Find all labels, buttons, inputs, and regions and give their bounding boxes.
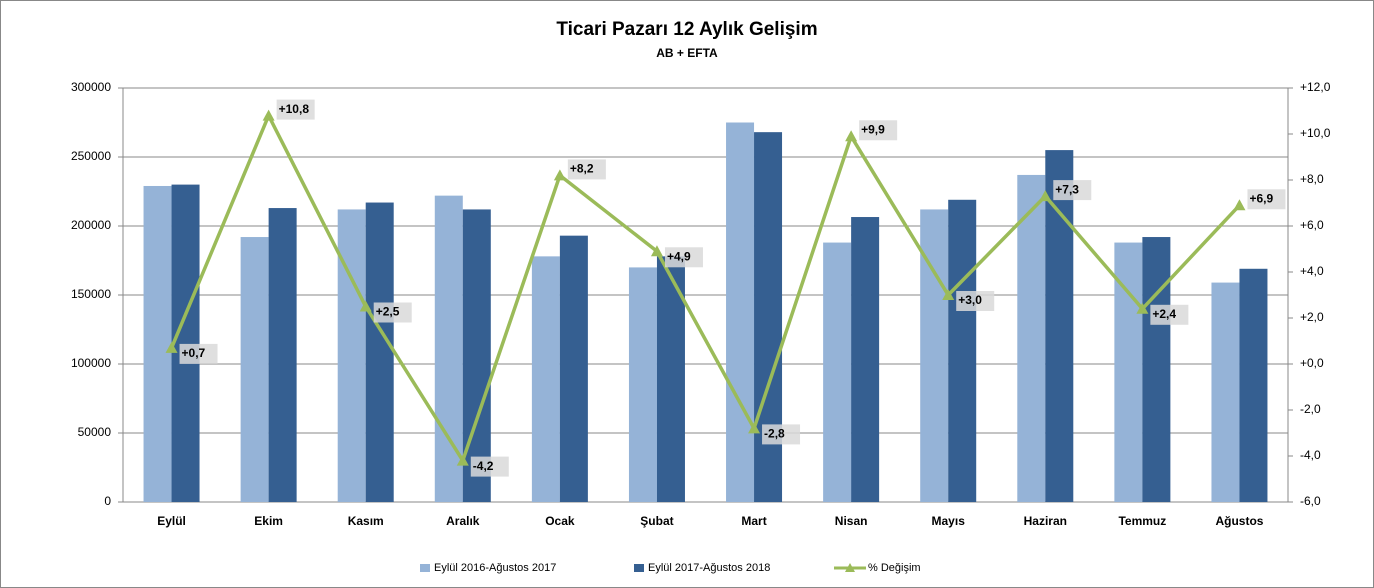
y2-tick-label: +10,0 bbox=[1300, 126, 1331, 140]
bar bbox=[143, 185, 172, 503]
marker bbox=[1039, 190, 1052, 202]
y2-tick-label: +0,0 bbox=[1300, 356, 1324, 370]
y-tick-label: 0 bbox=[104, 494, 111, 508]
marker bbox=[942, 289, 955, 300]
x-tick-label: Ekim bbox=[254, 514, 283, 528]
bar bbox=[1017, 174, 1046, 502]
data-label-box bbox=[567, 159, 606, 180]
data-label-box bbox=[956, 291, 995, 311]
legend-marker bbox=[845, 563, 855, 572]
y2-tick-label: +6,0 bbox=[1300, 218, 1324, 232]
data-label: +3,0 bbox=[958, 293, 982, 307]
x-tick-label: Ağustos bbox=[1215, 514, 1263, 528]
bar bbox=[240, 237, 269, 503]
y-tick-label: 250000 bbox=[71, 149, 111, 163]
x-tick-label: Mart bbox=[741, 514, 766, 528]
x-tick-label: Aralık bbox=[446, 514, 480, 528]
bar bbox=[1239, 268, 1268, 502]
bar bbox=[171, 184, 200, 502]
data-label-box bbox=[859, 120, 898, 141]
marker bbox=[845, 130, 858, 142]
bar bbox=[628, 267, 657, 502]
data-label: +4,9 bbox=[667, 249, 691, 263]
chart-title: Ticari Pazarı 12 Aylık Gelişim bbox=[556, 19, 817, 40]
marker bbox=[1233, 199, 1246, 211]
data-label-box bbox=[373, 302, 412, 323]
marker bbox=[262, 109, 275, 121]
bar bbox=[1211, 282, 1240, 502]
y2-tick-label: +2,0 bbox=[1300, 310, 1324, 324]
y-tick-label: 200000 bbox=[71, 218, 111, 232]
marker bbox=[1136, 302, 1149, 314]
y-tick-label: 150000 bbox=[71, 287, 111, 301]
data-label-box bbox=[1053, 180, 1092, 201]
x-tick-label: Temmuz bbox=[1118, 514, 1166, 528]
y-tick-label: 100000 bbox=[71, 356, 111, 370]
data-label: -2,8 bbox=[764, 427, 785, 441]
legend-label: Eylül 2017-Ağustos 2018 bbox=[648, 562, 770, 574]
data-label: +2,4 bbox=[1152, 307, 1176, 321]
x-tick-label: Ocak bbox=[545, 514, 575, 528]
y2-tick-label: +4,0 bbox=[1300, 264, 1324, 278]
y2-tick-label: +8,0 bbox=[1300, 172, 1324, 186]
marker bbox=[359, 300, 372, 312]
data-label: +7,3 bbox=[1055, 182, 1079, 196]
x-tick-label: Eylül bbox=[157, 514, 186, 528]
marker bbox=[456, 454, 469, 466]
data-label: -4,2 bbox=[473, 459, 494, 473]
bar bbox=[823, 242, 852, 502]
marker bbox=[165, 341, 178, 353]
marker bbox=[553, 169, 566, 181]
bar bbox=[559, 235, 588, 502]
x-tick-label: Şubat bbox=[640, 514, 673, 528]
legend-swatch bbox=[420, 564, 430, 572]
data-label-box bbox=[762, 424, 801, 445]
y-tick-label: 300000 bbox=[71, 80, 111, 94]
legend-swatch bbox=[634, 564, 644, 572]
bar bbox=[948, 199, 977, 502]
x-tick-label: Nisan bbox=[835, 514, 868, 528]
y2-tick-label: -4,0 bbox=[1300, 448, 1321, 462]
legend-label: % Değişim bbox=[868, 562, 921, 574]
data-label: +8,2 bbox=[570, 162, 594, 176]
data-label: +10,8 bbox=[279, 102, 310, 116]
bar bbox=[1142, 237, 1171, 503]
bar bbox=[1045, 150, 1074, 502]
data-label-box bbox=[179, 343, 218, 364]
y2-tick-label: +12,0 bbox=[1300, 80, 1331, 94]
bar bbox=[754, 132, 783, 502]
bar bbox=[337, 209, 366, 502]
data-label: +2,5 bbox=[376, 305, 400, 319]
data-label-box bbox=[664, 247, 703, 268]
bar bbox=[851, 217, 880, 502]
data-label: +9,9 bbox=[861, 122, 885, 136]
bar bbox=[531, 256, 560, 502]
x-tick-label: Kasım bbox=[348, 514, 384, 528]
bar bbox=[365, 202, 394, 503]
y2-tick-label: -2,0 bbox=[1300, 402, 1321, 416]
bar bbox=[726, 122, 755, 502]
data-label-box bbox=[1150, 304, 1189, 325]
x-tick-label: Mayıs bbox=[932, 514, 966, 528]
data-label-box bbox=[470, 456, 509, 477]
y-tick-label: 50000 bbox=[78, 425, 112, 439]
bar bbox=[1114, 242, 1143, 502]
chart-subtitle: AB + EFTA bbox=[656, 46, 718, 60]
x-tick-label: Haziran bbox=[1024, 514, 1067, 528]
data-label: +6,9 bbox=[1249, 191, 1273, 205]
data-label-box bbox=[1247, 189, 1286, 210]
legend-label: Eylül 2016-Ağustos 2017 bbox=[434, 562, 556, 574]
data-label: +0,7 bbox=[182, 346, 206, 360]
marker bbox=[748, 422, 761, 434]
data-label-box bbox=[276, 99, 315, 120]
marker bbox=[650, 245, 663, 257]
bar bbox=[462, 209, 491, 502]
line bbox=[169, 111, 1241, 465]
bar bbox=[268, 208, 297, 502]
y2-tick-label: -6,0 bbox=[1300, 494, 1321, 508]
